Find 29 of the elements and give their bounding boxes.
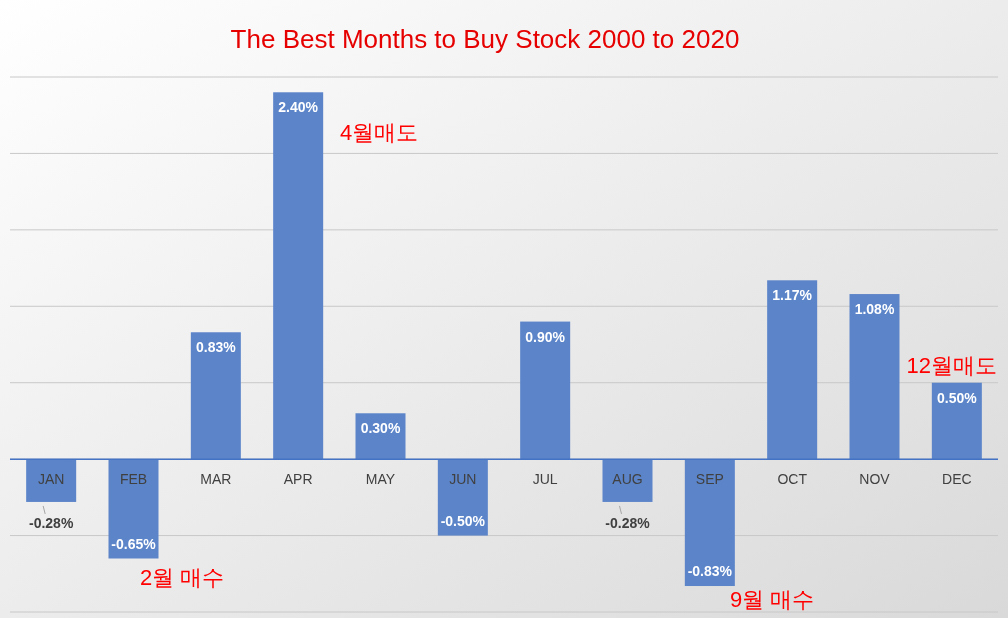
- chart-title: The Best Months to Buy Stock 2000 to 2020: [230, 24, 740, 54]
- x-tick-label: JUL: [532, 471, 558, 488]
- x-tick-label: APR: [283, 471, 313, 488]
- data-label: 0.90%: [525, 328, 566, 345]
- data-label: -0.83%: [687, 563, 733, 580]
- x-tick-label: MAY: [365, 471, 396, 488]
- annotation: 9월 매수: [730, 587, 815, 612]
- data-label: -0.65%: [111, 535, 157, 552]
- x-tick-label: SEP: [695, 471, 724, 488]
- data-label: 0.30%: [360, 420, 401, 437]
- x-tick-label: FEB: [119, 471, 148, 488]
- annotation: 4월매도: [340, 120, 419, 145]
- x-tick-label: DEC: [942, 471, 972, 488]
- data-label: -0.28%: [605, 514, 651, 531]
- x-tick-label: OCT: [777, 471, 808, 488]
- data-label: 0.50%: [936, 389, 978, 406]
- data-label: 1.17%: [772, 287, 813, 304]
- x-tick-label: JAN: [37, 471, 65, 488]
- annotation: 12월매도: [906, 353, 997, 378]
- data-label: 0.83%: [195, 339, 237, 356]
- data-label: -0.50%: [440, 512, 486, 529]
- x-tick-label: JUN: [449, 471, 477, 488]
- data-label: -0.28%: [28, 514, 74, 531]
- x-tick-label: NOV: [859, 471, 891, 488]
- x-tick-label: MAR: [200, 471, 232, 488]
- x-tick-label: AUG: [612, 471, 643, 488]
- annotation: 2월 매수: [140, 565, 225, 590]
- data-label: 2.40%: [278, 99, 319, 116]
- data-label: 1.08%: [854, 301, 895, 318]
